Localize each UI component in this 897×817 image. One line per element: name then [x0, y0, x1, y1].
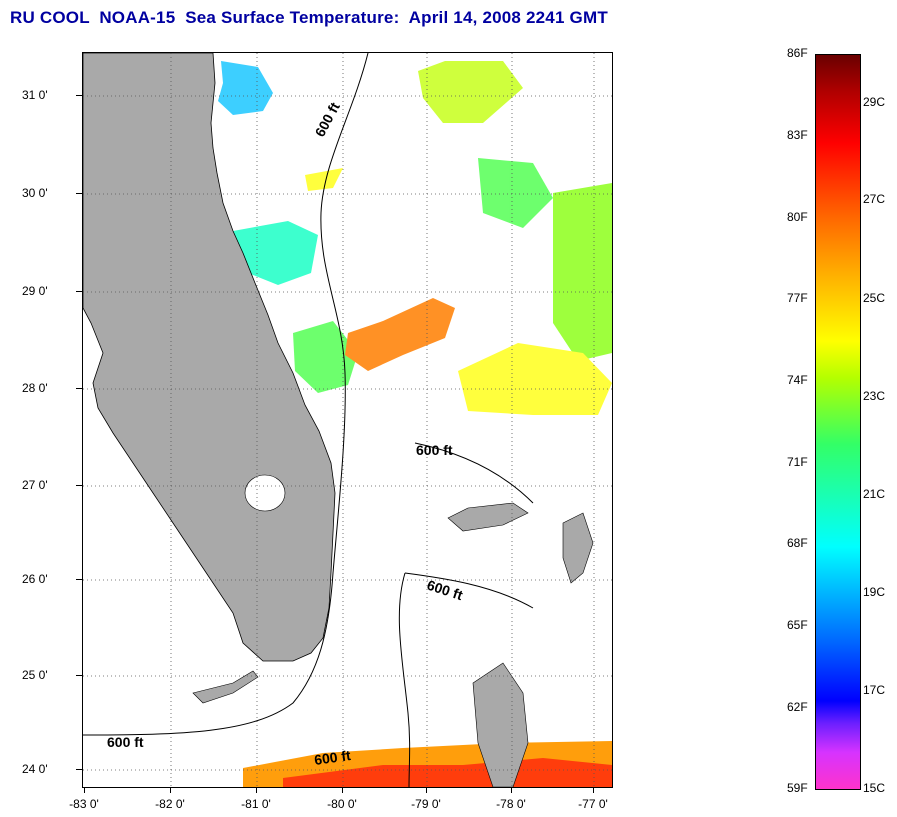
sst-patch-green-far-east: [553, 183, 612, 361]
colorbar-f-label: 71F: [787, 455, 808, 469]
lake-okeechobee: [244, 474, 286, 512]
colorbar-c-label: 21C: [863, 487, 886, 501]
colorbar-f-label: 65F: [787, 618, 808, 632]
florida-keys: [192, 670, 259, 704]
colorbar-c-label: 17C: [863, 683, 886, 697]
lat-tick: [76, 769, 82, 770]
colorbar-f-label: 80F: [787, 210, 808, 224]
sst-patch-cyan-north: [218, 61, 273, 115]
sst-patch-cyan-mid: [233, 221, 318, 285]
lon-tick: [593, 787, 594, 793]
lon-tick: [342, 787, 343, 793]
sst-patch-yellow-band: [305, 168, 343, 191]
isobath-bahamas-north: [414, 442, 534, 504]
sst-map: 600 ft 600 ft 600 ft 600 ft 600 ft: [82, 52, 613, 788]
colorbar-c-label: 27C: [863, 192, 886, 206]
grid: [83, 53, 612, 787]
lat-label: 24 0': [22, 762, 48, 776]
lon-tick: [84, 787, 85, 793]
lat-label: 28 0': [22, 381, 48, 395]
lon-label: -81 0': [241, 797, 271, 811]
lat-tick: [76, 579, 82, 580]
lon-label: -78 0': [496, 797, 526, 811]
colorbar-f-label: 77F: [787, 291, 808, 305]
colorbar-f-label: 83F: [787, 128, 808, 142]
sst-patch-red-south: [283, 758, 612, 787]
isobath-bahamas-south: [398, 572, 411, 787]
lat-label: 25 0': [22, 668, 48, 682]
andros-island: [472, 662, 529, 787]
lat-label: 31 0': [22, 88, 48, 102]
colorbar-c-label: 15C: [863, 781, 886, 795]
lon-label: -82 0': [155, 797, 185, 811]
temperature-colorbar: [815, 54, 861, 790]
colorbar-c-label: 25C: [863, 291, 886, 305]
lat-label: 27 0': [22, 478, 48, 492]
sst-patch-yellow-southeast: [458, 343, 612, 415]
contour-label: 600 ft: [416, 442, 453, 458]
lat-tick: [76, 95, 82, 96]
lon-tick: [170, 787, 171, 793]
colorbar-f-label: 86F: [787, 46, 808, 60]
colorbar-c-label: 23C: [863, 389, 886, 403]
sst-patch-yellow-northeast: [418, 61, 523, 123]
lon-tick: [426, 787, 427, 793]
lat-tick: [76, 291, 82, 292]
colorbar-c-label: 19C: [863, 585, 886, 599]
colorbar-f-label: 59F: [787, 781, 808, 795]
lat-tick: [76, 193, 82, 194]
sst-map-canvas: 600 ft 600 ft 600 ft 600 ft 600 ft: [83, 53, 612, 787]
lon-label: -79 0': [411, 797, 441, 811]
contour-label: 600 ft: [425, 577, 465, 604]
lat-label: 29 0': [22, 284, 48, 298]
lat-tick: [76, 485, 82, 486]
colorbar-f-label: 68F: [787, 536, 808, 550]
colorbar-f-label: 74F: [787, 373, 808, 387]
sst-patch-green-east: [478, 158, 553, 228]
contour-label: 600 ft: [107, 734, 144, 750]
sst-patches: [218, 61, 612, 787]
lat-tick: [76, 388, 82, 389]
sst-patch-orange-center: [345, 298, 455, 371]
colorbar-c-label: 29C: [863, 95, 886, 109]
isobath-tongue: [404, 572, 534, 609]
contour-label: 600 ft: [312, 99, 343, 139]
lat-tick: [76, 675, 82, 676]
abaco-island: [562, 512, 594, 584]
lat-label: 30 0': [22, 186, 48, 200]
colorbar-f-label: 62F: [787, 700, 808, 714]
lon-tick: [511, 787, 512, 793]
lon-label: -77 0': [578, 797, 608, 811]
lon-tick: [256, 787, 257, 793]
isobath-florida: [83, 53, 369, 736]
grand-bahama: [447, 502, 529, 532]
lon-label: -80 0': [327, 797, 357, 811]
lon-label: -83 0': [69, 797, 99, 811]
contour-label: 600 ft: [313, 747, 352, 768]
map-title: RU COOL NOAA-15 Sea Surface Temperature:…: [10, 8, 608, 27]
lat-label: 26 0': [22, 572, 48, 586]
